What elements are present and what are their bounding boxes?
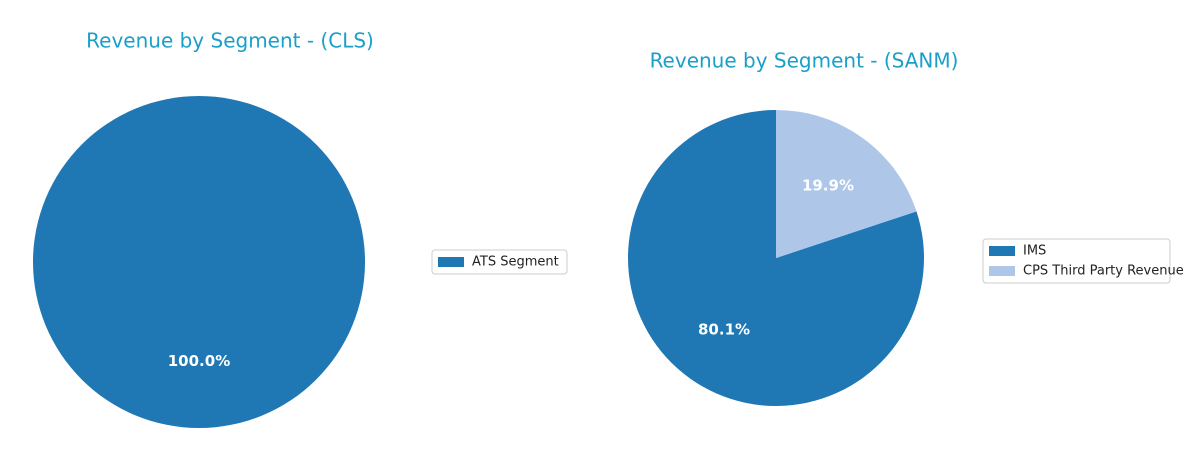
value-label: 100.0% [168,352,230,370]
legend-label: ATS Segment [472,255,559,270]
value-label: 80.1% [698,321,750,339]
legend-label: IMS [1023,244,1046,259]
legend: ATS Segment [431,249,568,275]
pie-chart: Revenue by Segment - (SANM) 80.1% 19.9% IMS… [628,49,1184,406]
legend-swatch [438,257,464,267]
pie-wedge [33,96,365,428]
legend-frame [431,249,568,275]
legend-swatch [989,266,1015,276]
chart-title: Revenue by Segment - (CLS) [86,29,374,53]
legend-label: CPS Third Party Revenue [1023,264,1184,279]
pie-wedge [776,110,917,258]
legend-swatch [989,246,1015,256]
chart-title: Revenue by Segment - (SANM) [650,49,959,73]
value-label: 19.9% [802,176,854,194]
pie-chart: Revenue by Segment - (CLS) 100.0% ATS Segm… [33,29,568,428]
pie-wedge [628,110,924,406]
legend-frame [982,238,1171,284]
legend: IMS CPS Third Party Revenue [982,238,1184,284]
